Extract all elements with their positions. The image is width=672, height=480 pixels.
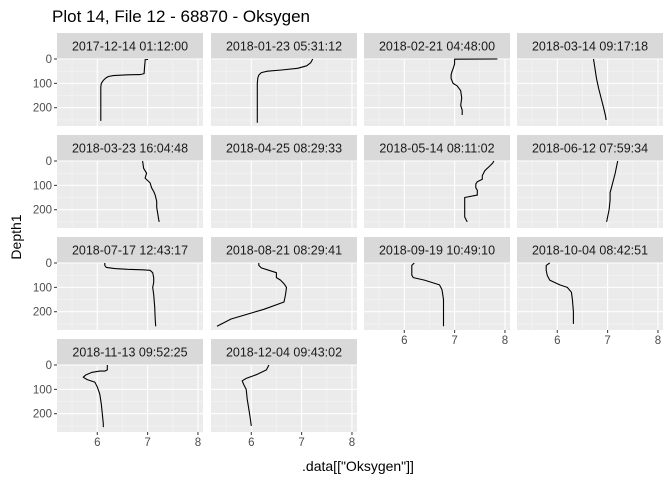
depth-profile-line: [241, 364, 270, 426]
facet-panel: 2017-12-14 01:12:00 0 100 200: [33, 33, 203, 126]
depth-profile-line: [104, 263, 157, 327]
y-tick-label: 200: [33, 103, 52, 115]
panel-background: [57, 263, 203, 330]
y-tick-label: 0: [46, 258, 52, 270]
y-tick-label: 200: [33, 409, 52, 421]
facet-panel: 2018-09-19 10:49:10 6 7 8: [364, 237, 510, 347]
facet-panel: 2018-12-04 09:43:02 6 7 8: [211, 339, 357, 449]
depth-profile-line: [545, 262, 574, 324]
facet-panels: 2017-12-14 01:12:00 0 100 200 2018-01-23 05:…: [33, 33, 663, 449]
facet-strip: [211, 339, 357, 365]
facet-strip: [57, 237, 203, 263]
facet-strip: [364, 33, 510, 59]
panel-background: [517, 161, 663, 228]
facet-strip: [517, 33, 663, 59]
x-tick-label: 7: [451, 335, 457, 347]
panel-background: [211, 59, 357, 126]
depth-profile-line: [411, 262, 445, 327]
facet-strip: [364, 237, 510, 263]
facet-panel: 2018-06-12 07:59:34: [517, 135, 663, 228]
panel-background: [57, 161, 203, 228]
facet-panel: 2018-03-23 16:04:48 0 100 200: [33, 135, 203, 228]
facet-strip-label: 2018-01-23 05:31:12: [226, 40, 342, 54]
facet-strip: [57, 33, 203, 59]
facet-panel: 2018-11-13 09:52:25 0 100 200 6 7 8: [33, 339, 203, 449]
facet-strip-label: 2018-11-13 09:52:25: [72, 346, 187, 360]
facet-strip-label: 2018-10-04 08:42:51: [532, 244, 648, 258]
facet-strip-label: 2018-12-04 09:43:02: [226, 346, 342, 360]
facet-strip-label: 2017-12-14 01:12:00: [72, 40, 188, 54]
y-tick-label: 0: [46, 54, 52, 66]
facet-strip: [517, 237, 663, 263]
y-tick-label: 100: [33, 78, 52, 90]
facet-panel: 2018-04-25 08:29:33: [211, 135, 357, 228]
y-tick-label: 0: [46, 360, 52, 372]
panel-background: [57, 59, 203, 126]
panel-background: [364, 161, 510, 228]
panel-background: [364, 59, 510, 126]
y-tick-label: 100: [33, 384, 52, 396]
x-tick-label: 8: [349, 437, 355, 449]
x-tick-label: 7: [604, 335, 610, 347]
facet-strip-label: 2018-08-21 08:29:41: [226, 244, 342, 258]
facet-strip-label: 2018-05-14 08:11:02: [379, 142, 494, 156]
facet-panel: 2018-03-14 09:17:18: [517, 33, 663, 126]
x-tick-label: 6: [248, 437, 254, 449]
depth-profile-line: [450, 58, 498, 115]
x-axis-title: .data[["Oksygen"]]: [302, 458, 414, 474]
x-tick-label: 8: [502, 335, 508, 347]
y-tick-label: 0: [46, 156, 52, 168]
x-tick-label: 8: [655, 335, 661, 347]
facet-strip: [364, 135, 510, 161]
panel-background: [517, 59, 663, 126]
depth-profile-line: [216, 263, 288, 327]
facet-strip: [57, 135, 203, 161]
depth-profile-line: [256, 58, 314, 123]
facet-strip: [211, 237, 357, 263]
panel-background: [211, 161, 357, 228]
panel-background: [57, 365, 203, 432]
facet-strip: [211, 33, 357, 59]
depth-profile-line: [142, 160, 160, 223]
x-tick-label: 7: [144, 437, 150, 449]
facet-panel: 2018-05-14 08:11:02: [364, 135, 510, 228]
panel-background: [211, 365, 357, 432]
y-axis-title: Depth1: [8, 214, 24, 259]
facet-strip: [211, 135, 357, 161]
facet-strip-label: 2018-07-17 12:43:17: [72, 244, 188, 258]
panel-background: [364, 263, 510, 330]
facet-panel: 2018-02-21 04:48:00: [364, 33, 510, 126]
depth-profile-line: [464, 160, 495, 223]
facet-strip-label: 2018-03-23 16:04:48: [72, 142, 188, 156]
facet-strip-label: 2018-02-21 04:48:00: [379, 40, 495, 54]
facet-panel: 2018-07-17 12:43:17 0 100 200: [33, 237, 203, 330]
x-tick-label: 6: [554, 335, 560, 347]
depth-profile-line: [606, 160, 619, 223]
panel-background: [517, 263, 663, 330]
facet-panel: 2018-01-23 05:31:12: [211, 33, 357, 126]
facet-strip-label: 2018-04-25 08:29:33: [226, 142, 342, 156]
facet-panel: 2018-10-04 08:42:51 6 7 8: [517, 237, 663, 347]
facet-strip: [517, 135, 663, 161]
depth-profile-line: [100, 58, 149, 121]
y-tick-label: 100: [33, 282, 52, 294]
x-tick-label: 6: [401, 335, 407, 347]
chart-title: Plot 14, File 12 - 68870 - Oksygen: [52, 7, 310, 26]
y-tick-label: 200: [33, 307, 52, 319]
x-tick-label: 6: [94, 437, 100, 449]
x-tick-label: 7: [298, 437, 304, 449]
y-tick-label: 200: [33, 205, 52, 217]
panel-background: [211, 263, 357, 330]
depth-profile-line: [592, 58, 607, 120]
facet-strip-label: 2018-03-14 09:17:18: [532, 40, 648, 54]
x-tick-label: 8: [195, 437, 201, 449]
facet-strip-label: 2018-09-19 10:49:10: [379, 244, 495, 258]
facet-panel: 2018-08-21 08:29:41: [211, 237, 357, 330]
depth-profile-line: [82, 365, 108, 428]
facet-strip: [57, 339, 203, 365]
y-tick-label: 100: [33, 180, 52, 192]
facet-strip-label: 2018-06-12 07:59:34: [532, 142, 648, 156]
